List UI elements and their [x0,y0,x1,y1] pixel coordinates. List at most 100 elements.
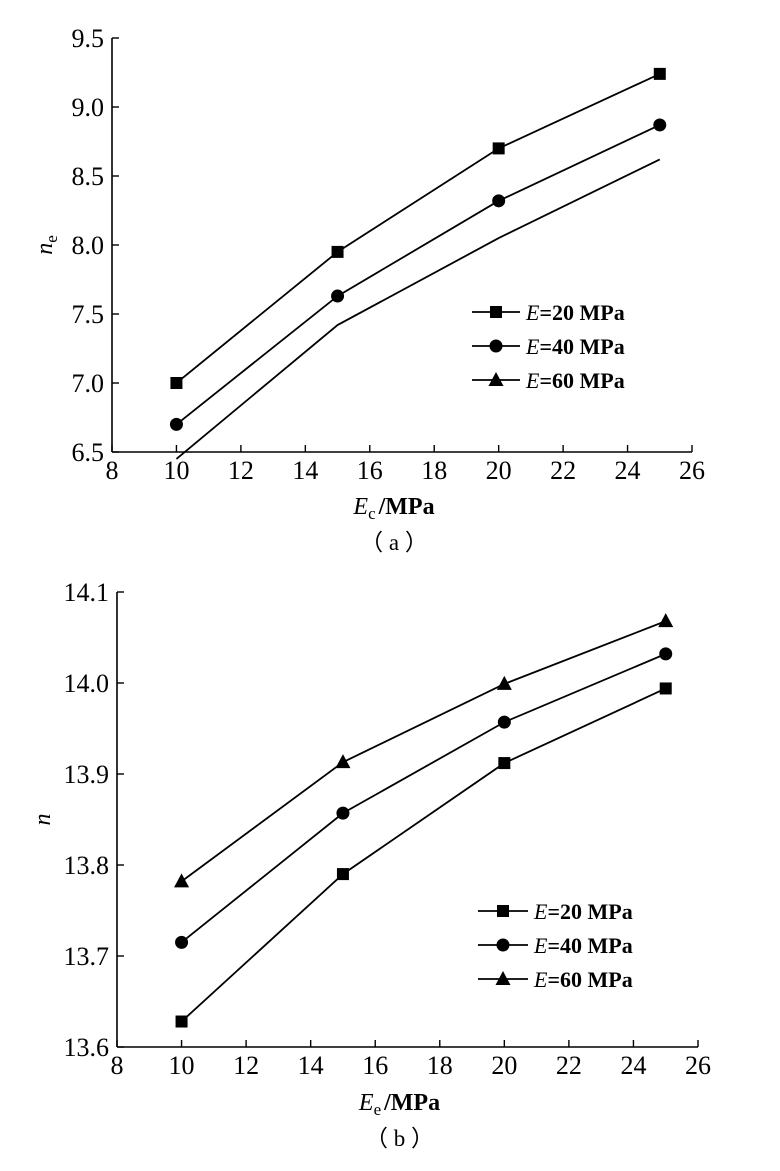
legend-label: E=20 MPa [525,300,625,325]
legend-value: =40 MPa [547,933,632,958]
y-tick-label: 13.7 [64,942,110,971]
legend-var: E [525,300,540,325]
y-tick-label: 7.0 [72,369,105,398]
legend-var: E [533,967,548,992]
x-tick-label: 18 [427,1051,453,1080]
y-tick-label: 13.8 [64,851,110,880]
data-point-square [175,1015,188,1028]
legend-label: E=20 MPa [533,899,633,924]
y-tick-label: 14.1 [64,578,110,607]
data-point-circle [659,647,673,661]
x-tick-label: 24 [620,1051,646,1080]
legend-value: =20 MPa [547,899,632,924]
x-tick-label: 14 [292,456,318,485]
panel-label: （ a ） [360,530,428,555]
legend-var: E [525,334,540,359]
legend-marker-square [497,905,509,917]
x-axis-label: Ee/MPa [358,1090,440,1119]
data-point-triangle [496,675,512,690]
y-tick-label: 13.6 [64,1033,110,1062]
x-tick-label: 8 [106,456,119,485]
y-tick-label: 6.5 [72,438,105,467]
x-tick-label: 20 [491,1051,517,1080]
data-point-circle [653,118,667,132]
legend-value: =20 MPa [539,300,624,325]
data-point-square [498,757,511,770]
data-point-circle [492,194,506,208]
y-axis-label: n [30,814,56,826]
legend-marker-triangle [488,372,504,386]
x-axis-label-unit: /MPa [378,494,435,520]
data-point-triangle [174,873,190,888]
data-point-square [331,245,344,258]
data-point-circle [169,417,183,431]
x-tick-label: 10 [169,1051,195,1080]
series-line-circle [180,653,667,944]
series-line-triangle [175,158,661,460]
data-point-circle [336,806,350,820]
legend-var: E [533,933,548,958]
series-line-square [175,73,661,384]
y-axis-label-var: n [30,814,56,826]
x-axis-label-var: E [358,1090,374,1116]
legend-value: =60 MPa [547,967,632,992]
legend-marker-triangle [495,971,511,985]
y-tick-label: 7.5 [72,300,105,329]
series-line-circle [175,124,661,426]
x-tick-label: 20 [486,456,512,485]
legend-label: E=60 MPa [533,967,633,992]
x-tick-label: 16 [357,456,383,485]
series-line-square [180,687,667,1023]
y-tick-label: 13.9 [64,760,110,789]
x-axis-label: Ec/MPa [352,494,434,523]
legend-marker-circle [489,339,503,353]
data-point-circle [175,935,189,949]
legend-value: =60 MPa [539,368,624,393]
data-point-square [659,682,672,695]
legend-var: E [533,899,548,924]
x-tick-label: 22 [556,1051,582,1080]
x-tick-label: 12 [233,1051,259,1080]
x-tick-label: 16 [362,1051,388,1080]
y-tick-label: 8.0 [72,231,105,260]
x-axis-label-sub: c [368,504,376,523]
y-tick-label: 14.0 [64,669,110,698]
legend-var: E [525,368,540,393]
x-tick-label: 8 [111,1051,124,1080]
data-point-square [170,377,183,389]
data-point-square [492,142,505,155]
y-tick-label: 8.5 [72,162,105,191]
legend-label: E=60 MPa [525,368,625,393]
legend-label: E=40 MPa [533,933,633,958]
panel-label: （ b ） [365,1126,434,1151]
y-axis-label-sub: e [42,235,61,243]
legend-label: E=40 MPa [525,334,625,359]
data-point-circle [331,289,345,303]
x-tick-label: 26 [679,456,705,485]
data-point-triangle [335,754,351,769]
y-axis-label-var: n [32,243,58,255]
data-point-square [336,868,349,881]
legend-marker-circle [496,938,510,952]
x-tick-label: 18 [421,456,447,485]
x-tick-label: 10 [163,456,189,485]
y-tick-label: 9.0 [72,93,105,122]
series-line-triangle [181,620,667,883]
chart-panel-b: 8 10 12 14 16 18 20 22 24 26 13.6 13.7 13.8 13.9 14.0 1… [30,578,711,1151]
data-point-circle [497,715,511,729]
x-axis-label-var: E [352,494,368,520]
x-tick-label: 12 [228,456,254,485]
data-point-square [653,67,666,80]
legend-value: =40 MPa [539,334,624,359]
y-tick-label: 9.5 [72,24,105,53]
x-axis-label-unit: /MPa [383,1090,440,1116]
chart-panel-a: 8 10 12 14 16 18 20 22 24 26 6.5 7.0 7.5 8.0 8.5 9.0 9.5… [32,24,705,555]
x-tick-label: 14 [298,1051,324,1080]
x-axis-label-sub: e [374,1100,382,1119]
data-point-triangle [658,613,674,628]
x-tick-label: 26 [685,1051,711,1080]
y-axis-label: ne [32,235,61,255]
x-tick-label: 24 [615,456,641,485]
